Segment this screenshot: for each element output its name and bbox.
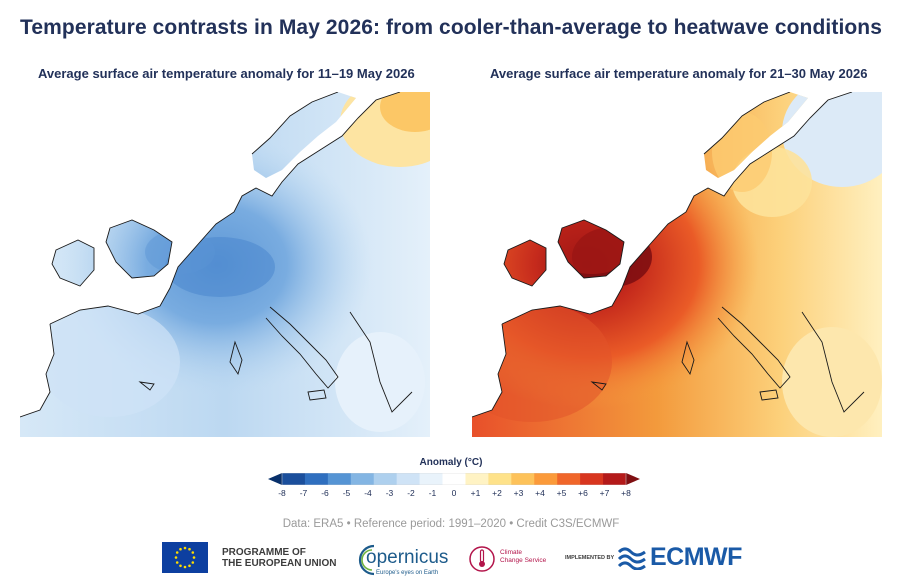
colorbar-arrow-max [626,473,640,485]
c3s-wordmark: Climate Change Service [500,549,546,565]
colorbar-swatch [511,473,535,485]
colorbar-swatch [282,473,306,485]
c3s-thermometer-icon [469,546,495,572]
right-panel-subtitle: Average surface air temperature anomaly … [490,66,868,81]
colorbar-tick-label: -5 [342,488,351,498]
c3s-line-1: Climate [500,549,523,556]
right-anomaly-map [472,92,882,437]
implemented-by-text: IMPLEMENTED BY [565,555,615,561]
colorbar-swatch [488,473,512,485]
colorbar-tick-label: -8 [278,488,286,498]
ecmwf-waves-icon [617,547,646,570]
right-coastlines [472,92,865,418]
colorbar-tick-label: +8 [621,488,631,498]
copernicus-wordmark: opernicus [366,547,449,568]
eu-flag-logo [162,542,208,573]
colorbar-swatch [603,473,627,485]
colorbar-swatch [419,473,444,485]
left-anomaly-map [20,92,430,437]
copernicus-tagline: Europe's eyes on Earth [376,570,439,576]
colorbar-tick-label: -3 [385,488,394,498]
colorbar-swatch [465,473,489,485]
c3s-line-2: Change Service [500,557,547,564]
ecmwf-wordmark: ECMWF [650,543,742,571]
copernicus-logo [358,544,375,576]
colorbar-swatch [304,473,329,485]
chart-title: Temperature contrasts in May 2026: from … [19,16,883,39]
eu-line-2: THE EUROPEAN UNION [222,558,337,569]
colorbar-tick-label: +1 [470,488,481,498]
colorbar-swatch [350,473,375,485]
eu-line-1: PROGRAMME OF [222,547,306,558]
colorbar-tick-label: 0 [451,488,457,498]
colorbar-tick-label: -6 [321,488,329,498]
eu-programme-text: PROGRAMME OF THE EUROPEAN UNION [222,547,336,569]
colorbar-title: Anomaly (°C) [419,457,483,468]
colorbar-tick-label: -7 [299,488,308,498]
data-credit: Data: ERA5 • Reference period: 1991–2020… [282,518,620,530]
colorbar-tick-label: -1 [428,488,437,498]
left-anomaly-field [20,92,430,437]
colorbar-tick-label: -4 [364,488,372,498]
colorbar-tick-label: +3 [513,488,524,498]
colorbar-tick-label: +4 [535,488,545,498]
left-coastlines [20,92,413,418]
colorbar-tick-label: +7 [599,488,610,498]
left-panel-subtitle: Average surface air temperature anomaly … [38,66,415,81]
colorbar-swatch [442,473,466,485]
colorbar-swatch [557,473,581,485]
right-anomaly-field [472,92,882,437]
colorbar-swatch [373,473,398,485]
colorbar-tick-label: -2 [407,488,415,498]
colorbar-swatch [396,473,421,485]
colorbar-swatch [534,473,558,485]
colorbar-arrow-min [268,473,282,485]
colorbar-ticks: -8 -7 -6 -5 -4 -3 -2 -1 0 +1 +2 +3 +4 +5 +6 +7 +8 [268,488,640,500]
colorbar-tick-label: +5 [556,488,567,498]
colorbar [268,472,640,486]
colorbar-tick-label: +6 [578,488,588,498]
colorbar-swatch [580,473,604,485]
colorbar-tick-label: +2 [492,488,502,498]
colorbar-swatch [327,473,352,485]
logo-bar: PROGRAMME OF THE EUROPEAN UNION opernicu… [0,540,902,584]
